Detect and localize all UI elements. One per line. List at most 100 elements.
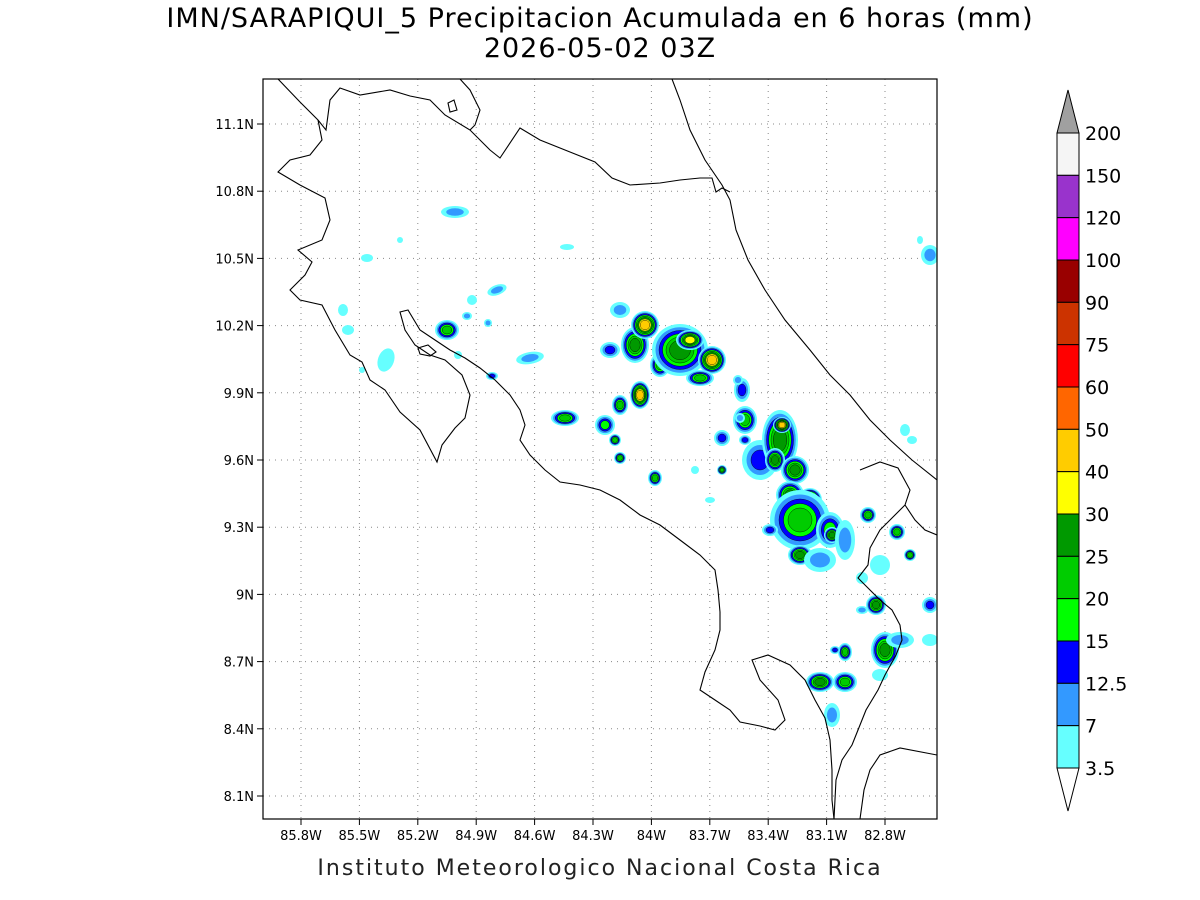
lon-tick-label: 83.1W — [806, 829, 848, 844]
colorbar-swatch — [1056, 217, 1080, 261]
lat-tick-label: 10.2N — [215, 320, 254, 335]
colorbar-swatch — [1056, 386, 1080, 430]
lon-tick-label: 82.8W — [864, 829, 906, 844]
precip-cell — [765, 448, 785, 472]
precip-cell — [907, 436, 917, 444]
precip-cell — [773, 417, 791, 433]
precip-cell — [922, 597, 937, 613]
panama-border — [833, 461, 911, 819]
precip-cell — [870, 555, 890, 575]
caribbean-coast — [671, 79, 937, 481]
map-subtitle: 2026-05-02 03Z — [483, 33, 717, 64]
lon-tick-label: 84.9W — [455, 829, 497, 844]
precip-cell — [600, 342, 620, 358]
panama-coast-east — [904, 504, 937, 536]
colorbar-label: 15 — [1085, 631, 1109, 653]
precip-cell — [762, 524, 778, 536]
precip-cell — [733, 375, 743, 385]
precipitation-layer — [338, 206, 937, 727]
lon-tick-label: 85.5W — [338, 829, 380, 844]
colorbar-label: 75 — [1085, 335, 1109, 357]
map-axes: 85.8W 85.5W 85.2W 84.9W 84.6W 84.3W 84W 83.7W 83… — [215, 118, 906, 844]
lon-tick-label: 85.8W — [280, 829, 322, 844]
precip-cell — [676, 330, 704, 350]
precip-cell — [824, 703, 840, 727]
map-frame — [262, 78, 938, 820]
colorbar-swatch — [1056, 555, 1080, 600]
colorbar-min-arrow — [1056, 767, 1080, 812]
colorbar-label: 90 — [1085, 292, 1109, 314]
precip-cell — [860, 507, 876, 523]
precip-cell — [921, 245, 937, 265]
colorbar-swatch — [1056, 174, 1080, 219]
precip-cell — [441, 206, 469, 218]
precip-cell — [686, 370, 714, 386]
lat-tick-label: 9.3N — [224, 521, 254, 536]
precip-cell — [516, 351, 544, 365]
precip-cell — [361, 254, 373, 262]
precip-cell — [739, 435, 751, 445]
precip-cell — [922, 634, 937, 646]
colorbar-swatch — [1056, 598, 1080, 642]
precip-cell — [788, 545, 812, 565]
colorbar-swatch — [1056, 640, 1080, 684]
colorbar-label: 150 — [1085, 165, 1121, 187]
colorbar-label: 40 — [1085, 462, 1109, 484]
lat-tick-label: 10.8N — [215, 185, 254, 200]
lat-tick-label: 9.9N — [224, 387, 254, 402]
precip-cell — [717, 465, 727, 475]
lon-tick-label: 84.6W — [514, 829, 556, 844]
lon-tick-label: 85.2W — [397, 829, 439, 844]
colorbar-label: 7 — [1085, 716, 1097, 738]
lon-tick-label: 84W — [637, 829, 667, 844]
precip-cell — [609, 434, 621, 446]
precip-cell — [342, 325, 354, 335]
footer-credit: Instituto Meteorologico Nacional Costa R… — [317, 856, 883, 881]
island-north — [447, 99, 458, 113]
precip-cell — [698, 346, 726, 374]
colorbar-label: 3.5 — [1085, 758, 1115, 780]
precip-cell — [652, 324, 708, 376]
lon-tick-label: 84.3W — [572, 829, 614, 844]
precip-cell — [735, 413, 745, 423]
colorbar-swatch — [1056, 428, 1080, 473]
lat-tick-label: 8.4N — [224, 723, 254, 738]
precip-cell — [856, 572, 868, 584]
colorbar-swatch — [1056, 259, 1080, 303]
colorbar-label: 60 — [1085, 377, 1109, 399]
colorbar-swatch — [1056, 301, 1080, 346]
colorbar-label: 20 — [1085, 589, 1109, 611]
precip-cell — [856, 606, 868, 614]
colorbar-label: 100 — [1085, 250, 1121, 272]
lat-tick-label: 8.1N — [224, 790, 254, 805]
precip-cell — [484, 319, 492, 327]
precip-cell — [770, 490, 830, 550]
precip-cell — [462, 312, 472, 320]
precip-cell — [467, 295, 477, 305]
precip-cell — [833, 672, 857, 692]
precip-cell — [631, 311, 659, 339]
pacific-coast-guanacaste — [277, 119, 835, 819]
precip-cell — [486, 372, 498, 380]
precip-cell — [806, 672, 834, 692]
precip-cell — [835, 520, 855, 560]
colorbar-swatch — [1056, 682, 1080, 727]
precip-cell — [705, 497, 715, 503]
precip-cell — [435, 320, 459, 340]
precip-cell — [838, 643, 852, 661]
precip-cell — [904, 549, 916, 561]
colorbar-swatch — [1056, 132, 1080, 176]
lat-tick-label: 8.7N — [224, 656, 254, 671]
precip-cell — [917, 236, 923, 244]
precip-cell — [397, 237, 403, 243]
precip-cell — [866, 595, 886, 615]
colorbar-label: 200 — [1085, 123, 1121, 145]
precip-cell — [830, 646, 840, 654]
colorbar-swatch — [1056, 344, 1080, 388]
precip-cell — [630, 381, 650, 409]
map-gridlines — [263, 79, 937, 819]
colorbar-swatch — [1056, 513, 1080, 557]
coastline-layer — [277, 79, 937, 819]
precip-cell — [560, 244, 574, 250]
